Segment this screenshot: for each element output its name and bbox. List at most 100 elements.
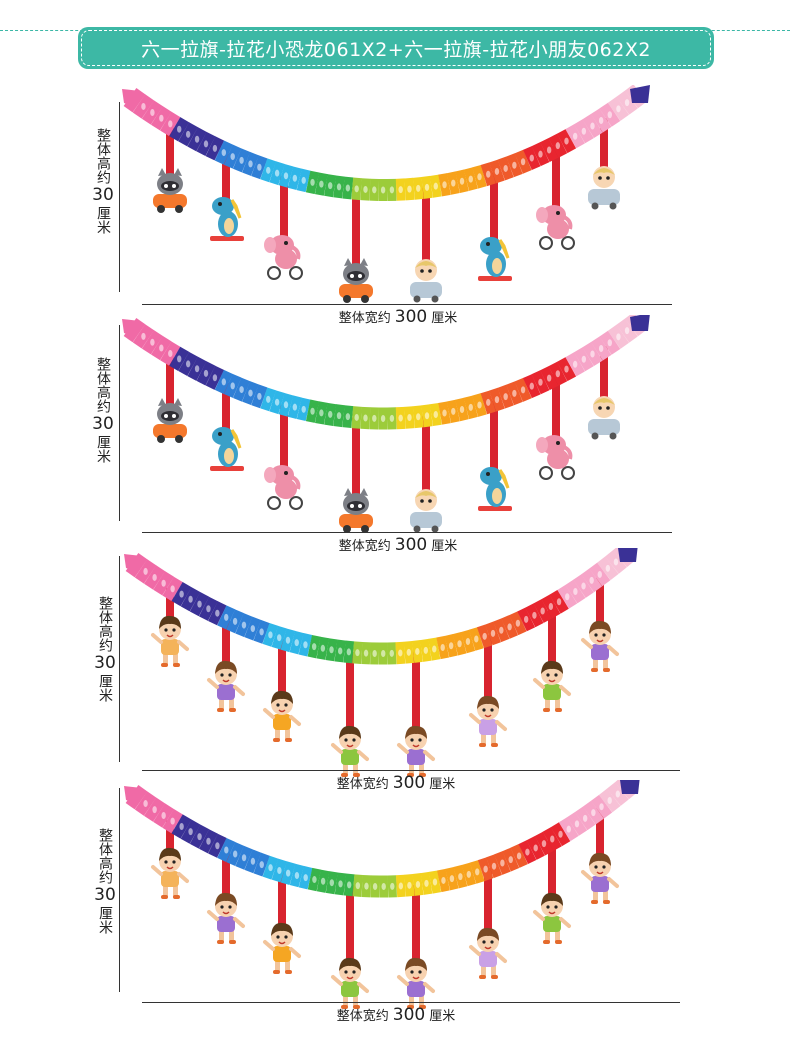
garland-cutout [346,881,352,889]
garland-cutout [194,135,200,143]
hanging-ribbon [596,574,604,640]
garland-cutout [607,111,612,119]
garland-end-left [122,89,140,107]
garland-cutout [572,132,578,140]
garland-cutout [294,639,299,647]
garland-end-right [620,780,640,794]
girl-purple-icon [397,725,435,777]
hanging-ribbon [422,187,430,272]
garland-cutout [486,398,491,406]
garland-cutout [150,108,155,116]
girl-dancing-icon [469,695,507,747]
height-value: 30 [94,653,116,673]
garland-cutout [372,414,377,422]
garland-cutout [372,882,378,890]
garland-cutout [581,582,586,590]
garland-cutout [177,355,182,363]
boy-green-icon [533,892,571,944]
garland-cutout [398,882,404,890]
garland-cutout [389,186,395,194]
hanging-ribbon [490,400,498,482]
garland-cutout [597,570,602,578]
hanging-ribbon [278,638,286,710]
garland-cutout [529,382,534,390]
garland-cutout [380,186,386,194]
garland-cutout [329,646,334,654]
garland-cutout [589,576,594,584]
hanging-ribbon [596,808,604,872]
height-label: 整体高约 30 厘米 [90,596,120,702]
garland-cutout [538,378,543,386]
garland-cutout [170,585,175,593]
garland-cutout [525,848,530,856]
garland-cutout [433,182,438,190]
garland-cutout [248,160,253,168]
hanging-ribbon [548,605,556,680]
garland-cutout [491,862,497,870]
garland-cutout [546,374,552,382]
raccoon-car-icon [339,488,373,533]
garland-cutout [337,647,343,655]
garland-cutout [268,631,273,639]
hanging-ribbon [166,820,174,867]
garland-cutout [292,403,298,411]
width-label-text: 整体宽约 [336,777,389,792]
hanging-ribbon [412,651,420,745]
title-banner: 六一拉旗-拉花小恐龙061X2+六一拉旗-拉花小朋友062X2 [78,27,714,69]
width-dimension-line [142,304,672,305]
character-group [151,847,619,1009]
garland-cutout [466,870,472,878]
height-dimension-line [119,325,120,521]
garland-cutout [441,876,446,884]
hanging-ribbon [552,146,560,217]
title-banner-border: 六一拉旗-拉花小恐龙061X2+六一拉旗-拉花小朋友062X2 [81,30,711,66]
boy-green-icon [331,725,369,777]
garland-cutout [303,641,308,649]
garland-cutout [550,835,555,843]
garland-cutout [143,567,148,575]
girl-purple-icon [207,660,245,712]
garland-cutout [266,166,271,174]
height-unit: 厘米 [97,906,113,934]
width-unit: 厘米 [431,539,458,554]
elephant-bike-icon [536,435,575,480]
garland-cutout [494,167,500,175]
hanging-ribbon [166,352,174,412]
garland-cutout [266,395,271,403]
garland-cutout [616,105,621,113]
garland-cutout [448,642,454,650]
ribbon-group [166,118,608,272]
garland-cutout [311,643,317,651]
dinosaur-skateboard-icon [210,427,244,471]
garland-cutout [407,185,412,193]
garland-cutout [364,882,369,890]
garland-cutout [451,179,456,187]
garland-cutout [346,648,352,656]
dinosaur-skateboard-icon [478,237,512,281]
garland-cutout [159,344,164,352]
garland-cutout [143,800,148,808]
rainbow-garland [122,315,650,430]
garland-cutout [197,600,202,608]
garland-cutout [206,605,211,613]
garland-cutout [320,644,326,652]
garland-cutout [274,169,280,177]
character-group [151,615,619,777]
garland-cutout [442,181,447,189]
garland-cutout [203,140,209,148]
garland-cutout [574,820,580,828]
garland-cutout [546,146,552,154]
garland-cutout [389,649,394,657]
garland-cutout [590,122,595,130]
garland-cutout [449,875,455,883]
garland-cutout [206,837,211,845]
garland-cutout [336,412,342,420]
garland-cutout [433,411,438,419]
garland-cutout [615,790,621,798]
garland-cutout [274,398,280,406]
garland-cutout [277,867,282,875]
garland-cutout [152,573,157,581]
product-panel-1: 整体高约 30 厘米 整体宽约 300 厘米 [0,85,790,327]
garland-cutout [440,644,445,652]
garland-cutout [250,857,256,865]
